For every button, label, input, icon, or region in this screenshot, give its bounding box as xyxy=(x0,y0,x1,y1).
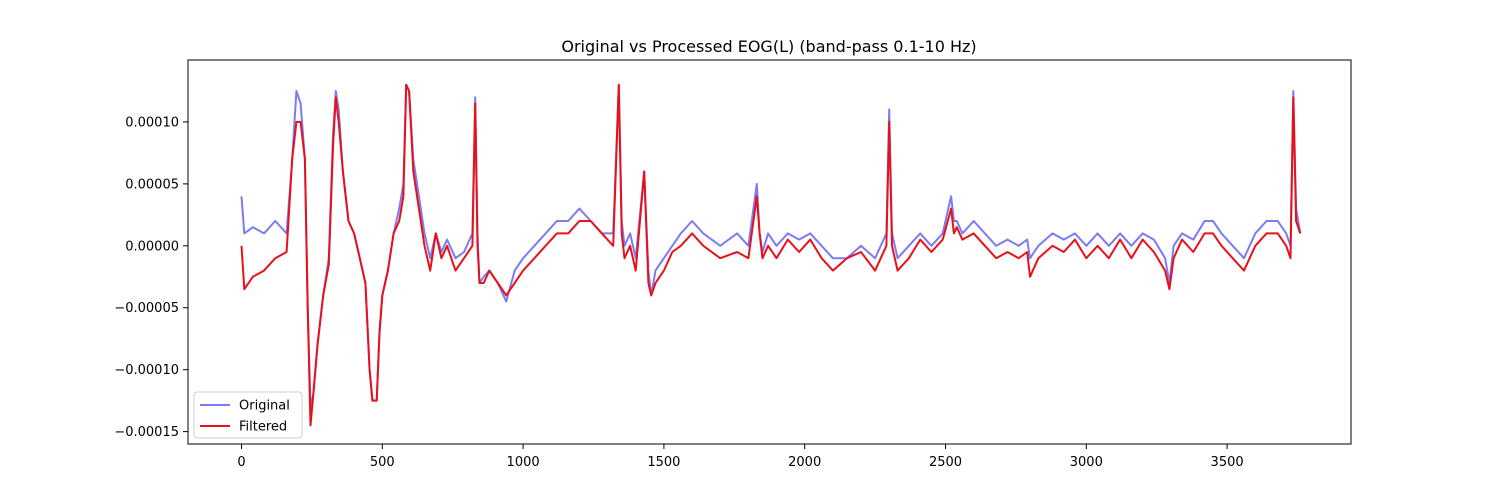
x-tick-label: 1500 xyxy=(647,455,680,470)
y-tick-label: −0.00010 xyxy=(114,363,179,378)
legend-label-original: Original xyxy=(239,399,290,414)
x-tick-label: 500 xyxy=(370,455,395,470)
x-tick-label: 2000 xyxy=(788,455,821,470)
x-tick-label: 3000 xyxy=(1070,455,1103,470)
plot-area xyxy=(188,60,1351,444)
y-tick-label: 0.00010 xyxy=(125,115,179,130)
plot-frame xyxy=(187,59,1352,445)
series-line-filtered xyxy=(240,83,1302,427)
x-tick-label: 3500 xyxy=(1211,455,1244,470)
y-tick-label: −0.00005 xyxy=(114,301,179,316)
series-layer xyxy=(240,83,1302,427)
y-tick-label: 0.00005 xyxy=(125,177,179,192)
legend-label-filtered: Filtered xyxy=(239,420,287,435)
x-axis: 0 500 1000 1500 2000 2500 3000 3500 xyxy=(237,444,1244,470)
legend: Original Filtered xyxy=(193,391,303,439)
x-tick-label: 1000 xyxy=(507,455,540,470)
x-tick-label: 2500 xyxy=(929,455,962,470)
y-tick-label: 0.00000 xyxy=(125,239,179,254)
y-tick-label: −0.00015 xyxy=(114,425,179,440)
y-axis: −0.00015 −0.00010 −0.00005 0.00000 0.00005 0.… xyxy=(114,115,188,440)
chart-title: Original vs Processed EOG(L) (band-pass … xyxy=(561,37,976,56)
x-tick-label: 0 xyxy=(237,455,245,470)
